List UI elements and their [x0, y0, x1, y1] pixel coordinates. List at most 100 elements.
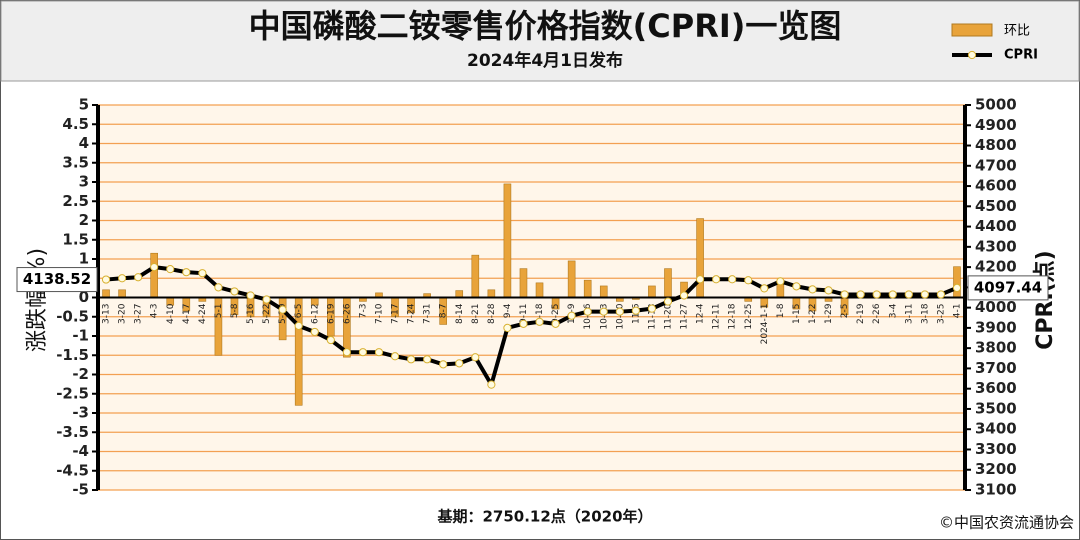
cpri-marker — [214, 283, 223, 292]
x-tick-label: 3-11 — [904, 304, 914, 324]
cpri-marker — [358, 348, 368, 357]
bar — [648, 285, 656, 298]
y-tick-label: -3.5 — [56, 423, 89, 441]
bar — [535, 282, 544, 298]
y-tick-label: 4.5 — [62, 115, 89, 133]
x-tick-label: 8-28 — [487, 303, 497, 324]
x-tick-label: 8-14 — [455, 303, 465, 324]
y2-tick-label: 4700 — [975, 156, 1017, 174]
footer-note: 基期：2750.12点（2020年） — [436, 508, 652, 526]
x-tick-label: 2024-1-1 — [760, 304, 770, 345]
x-tick-label: 11-20 — [663, 303, 673, 329]
x-tick-label: 1-8 — [776, 303, 786, 318]
value-label: 4097.44 — [974, 278, 1042, 296]
cpri-marker — [246, 291, 255, 300]
cpri-marker — [663, 297, 673, 306]
cpri-marker — [487, 380, 496, 389]
cpri-marker — [342, 348, 351, 357]
cpri-marker — [406, 355, 416, 364]
y2-tick-label: 3100 — [975, 481, 1017, 499]
y-tick-label: -1.5 — [56, 346, 89, 364]
x-tick-label: 3-13 — [102, 304, 112, 324]
x-tick-label: 7-24 — [407, 303, 417, 324]
cpri-marker — [101, 275, 111, 284]
cpri-marker — [856, 290, 865, 299]
cpri-marker — [760, 284, 769, 293]
x-tick-label: 12-4 — [696, 303, 706, 324]
x-tick-label: 11-13 — [647, 304, 657, 330]
chart-subtitle: 2024年4月1日发布 — [467, 50, 623, 71]
y-tick-label: -4.5 — [56, 461, 89, 479]
x-tick-label: 1-22 — [808, 304, 818, 324]
bar — [567, 260, 576, 298]
x-tick-label: 4-1 — [952, 304, 962, 319]
y2-tick-label: 4900 — [975, 116, 1017, 134]
bar — [118, 289, 126, 298]
y2-tick-label: 3500 — [975, 399, 1017, 417]
bar — [150, 252, 158, 298]
cpri-marker — [615, 307, 624, 316]
y-tick-label: 0 — [79, 288, 89, 306]
cpri-marker — [904, 290, 913, 299]
y2-tick-label: 3900 — [975, 318, 1017, 336]
y2-tick-label: 3200 — [975, 460, 1017, 478]
y2-tick-label: 3300 — [975, 440, 1017, 458]
cpri-marker — [117, 274, 127, 283]
y2-tick-label: 4000 — [975, 298, 1017, 316]
y-tick-label: -2.5 — [56, 384, 89, 402]
y2-tick-label: 3400 — [975, 420, 1017, 438]
cpri-marker — [262, 295, 271, 304]
cpri-marker — [519, 319, 528, 328]
y-tick-label: 1 — [79, 250, 89, 268]
y2-tick-label: 5000 — [975, 96, 1017, 114]
cpri-marker — [679, 291, 689, 300]
y-tick-label: -4 — [72, 442, 89, 460]
cpri-marker — [503, 323, 512, 332]
cpri-marker — [599, 307, 608, 316]
x-tick-label: 7-17 — [391, 304, 401, 324]
cpri-marker — [776, 277, 785, 286]
x-tick-label: 5-16 — [246, 303, 256, 324]
cpri-marker — [824, 286, 833, 295]
x-tick-label: 1-15 — [792, 304, 802, 324]
y2-tick-label: 4400 — [975, 217, 1017, 235]
x-tick-label: 3-18 — [920, 303, 930, 324]
y-axis-title: 涨跌幅(%) — [25, 248, 50, 352]
y2-tick-label: 3700 — [975, 359, 1017, 377]
x-tick-label: 9-18 — [535, 303, 545, 324]
bar — [599, 285, 608, 298]
cpri-marker — [920, 290, 929, 299]
x-tick-label: 9-11 — [519, 304, 529, 324]
x-tick-label: 10-30 — [615, 303, 625, 329]
x-tick-label: 12-11 — [712, 304, 722, 330]
cpri-marker — [647, 304, 657, 313]
legend-marker — [967, 50, 977, 60]
cpri-marker — [583, 307, 592, 316]
cpri-marker — [278, 305, 287, 314]
cpri-marker — [471, 353, 480, 362]
bar — [503, 183, 512, 298]
y-tick-label: 4 — [79, 134, 89, 152]
copyright: ©中国农资流通协会 — [939, 514, 1074, 532]
y-tick-label: -3 — [72, 404, 89, 422]
cpri-marker — [728, 275, 737, 284]
legend-label: CPRI — [1004, 48, 1038, 63]
cpri-marker — [390, 352, 400, 361]
x-tick-label: 3-27 — [134, 304, 144, 324]
y-tick-label: -5 — [72, 481, 89, 499]
x-tick-label: 6-19 — [326, 303, 336, 324]
x-tick-label: 3-4 — [888, 303, 898, 318]
bar — [696, 218, 704, 298]
x-tick-label: 6-12 — [310, 304, 320, 324]
cpri-marker — [695, 275, 705, 284]
chart-title: 中国磷酸二铵零售价格指数(CPRI)一览图 — [249, 7, 842, 45]
x-tick-label: 4-24 — [198, 303, 208, 324]
bar — [471, 254, 480, 298]
cpri-marker — [872, 290, 881, 299]
cpri-marker — [631, 306, 640, 315]
cpri-marker — [166, 265, 175, 274]
x-tick-label: 2-5 — [840, 304, 850, 319]
y2-tick-label: 4200 — [975, 258, 1017, 276]
cpri-marker — [310, 327, 319, 337]
